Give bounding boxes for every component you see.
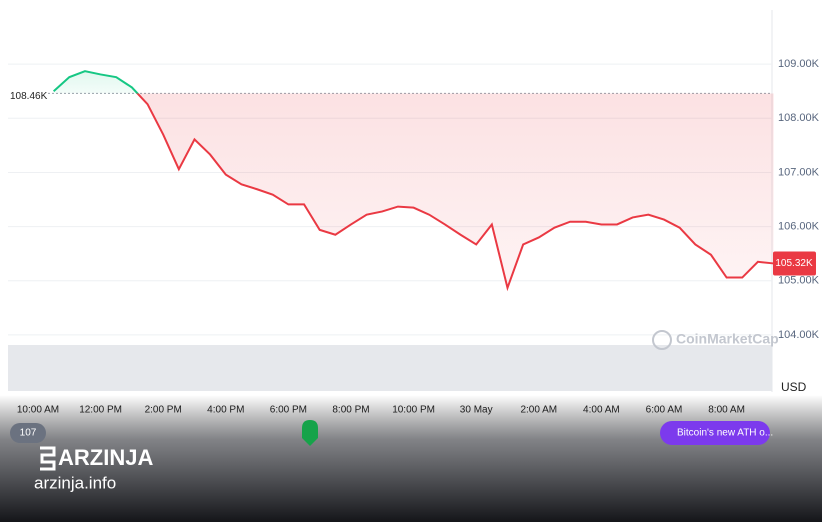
y-tick-label: 107.00K	[778, 166, 820, 178]
price-line	[52, 70, 774, 292]
y-tick-label: 109.00K	[778, 58, 820, 70]
brand-logo	[40, 446, 56, 471]
event-pill[interactable]	[660, 421, 770, 445]
area-fill	[53, 71, 774, 288]
y-tick-label: 104.00K	[778, 329, 820, 341]
last-price-label: 105.32K	[775, 258, 813, 269]
brand-site: arzinja.info	[34, 473, 116, 492]
event-pill-text: Bitcoin's new ATH o...	[677, 428, 773, 439]
watermark-logo	[652, 330, 672, 350]
y-tick-label: 106.00K	[778, 221, 820, 233]
volume-band	[8, 345, 772, 391]
baseline-tag-bg	[6, 86, 48, 101]
watermark: CoinMarketCap	[676, 331, 779, 347]
bottom-fade	[0, 395, 822, 522]
last-price-tag	[773, 251, 816, 276]
y-axis-label: USD	[781, 380, 807, 394]
event-badge-text: 107	[20, 428, 37, 439]
event-badge[interactable]	[10, 423, 46, 443]
y-tick-label: 105.00K	[778, 275, 820, 287]
y-tick-label: 108.00K	[778, 112, 820, 124]
baseline-label: 108.46K	[10, 91, 48, 102]
brand-name: ARZINJA	[58, 445, 153, 470]
news-pin[interactable]	[302, 420, 318, 446]
